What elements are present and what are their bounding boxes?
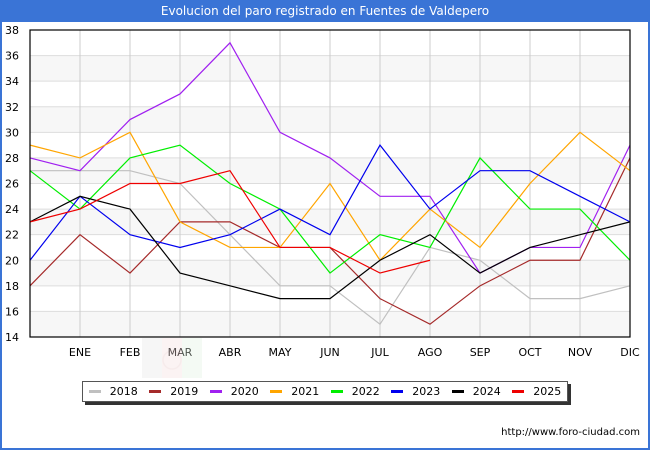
legend-swatch-icon	[149, 390, 162, 393]
legend-item-2023: 2023	[391, 385, 440, 398]
series-line-2024	[29, 195, 631, 300]
plot-area-border	[29, 29, 631, 338]
series-line-2022	[29, 144, 631, 274]
legend-label: 2021	[291, 385, 320, 398]
x-tick-label: JUL	[370, 346, 389, 359]
legend-label: 2018	[109, 385, 138, 398]
legend-item-2021: 2021	[270, 385, 319, 398]
x-tick-label: MAR	[168, 346, 193, 359]
y-tick-label: 32	[5, 101, 19, 114]
legend-item-2024: 2024	[451, 385, 501, 398]
watermark-emblem-icon	[142, 338, 202, 378]
legend-label: 2022	[351, 385, 380, 398]
x-tick-label: NOV	[568, 346, 593, 359]
y-tick-label: 38	[5, 24, 19, 37]
legend-swatch-icon	[512, 390, 525, 393]
x-tick-label: FEB	[120, 346, 141, 359]
legend-item-2019: 2019	[149, 385, 198, 398]
y-tick-label: 18	[5, 280, 19, 293]
chart-title: Evolucion del paro registrado en Fuentes…	[0, 0, 650, 22]
y-tick-label: 34	[5, 75, 19, 88]
y-axis-ticks: 14 16 18 20 22 24 26 28 30 32 34 36 38	[5, 24, 19, 344]
legend-swatch-icon	[330, 390, 343, 393]
x-tick-label: AGO	[418, 346, 443, 359]
legend-label: 2025	[533, 385, 562, 398]
y-tick-label: 22	[5, 229, 19, 242]
legend-swatch-icon	[451, 390, 464, 393]
x-tick-label: ABR	[219, 346, 242, 359]
x-tick-label: OCT	[518, 346, 541, 359]
legend-swatch-icon	[209, 390, 222, 393]
y-tick-label: 20	[5, 254, 19, 267]
legend-swatch-icon	[88, 390, 101, 393]
legend-item-2022: 2022	[330, 385, 380, 398]
x-tick-label: ENE	[69, 346, 91, 359]
legend-label: 2024	[472, 385, 501, 398]
legend-swatch-icon	[270, 390, 283, 393]
source-url: http://www.foro-ciudad.com	[501, 427, 640, 438]
y-tick-label: 24	[5, 203, 19, 216]
x-tick-label: JUN	[319, 346, 340, 359]
data-series	[29, 41, 631, 326]
x-axis-ticks: ENE FEB MAR ABR MAY JUN JUL AGO SEP OCT NOV DIC	[69, 346, 640, 359]
legend-label: 2023	[412, 385, 441, 398]
legend-item-2020: 2020	[209, 385, 259, 398]
y-tick-label: 16	[5, 305, 19, 318]
x-tick-label: SEP	[470, 346, 491, 359]
y-tick-label: 26	[5, 178, 19, 191]
legend-swatch-icon	[391, 390, 404, 393]
series-line-2025	[29, 170, 431, 274]
y-tick-label: 28	[5, 152, 19, 165]
y-tick-label: 36	[5, 50, 19, 63]
series-line-2023	[29, 144, 631, 261]
series-line-2018	[30, 170, 631, 326]
y-tick-label: 30	[5, 126, 19, 139]
x-tick-label: DIC	[620, 346, 640, 359]
legend-item-2018: 2018	[88, 385, 138, 398]
legend-label: 2019	[170, 385, 199, 398]
legend-item-2025: 2025	[512, 385, 561, 398]
series-line-2021	[29, 131, 631, 262]
x-tick-label: MAY	[269, 346, 292, 359]
legend-label: 2020	[230, 385, 259, 398]
y-tick-label: 14	[5, 331, 19, 344]
chart-legend: 2018 2019 2020 2021 2022 2023 2024 2025	[82, 381, 568, 402]
